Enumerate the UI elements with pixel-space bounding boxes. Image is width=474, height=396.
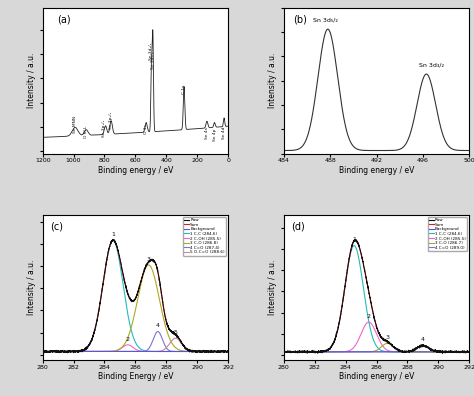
X-axis label: Binding energy / eV: Binding energy / eV (339, 166, 414, 175)
Y-axis label: Intensity / a.u.: Intensity / a.u. (268, 53, 277, 109)
Text: (d): (d) (291, 221, 305, 231)
Text: Sn MNN: Sn MNN (73, 116, 77, 133)
Y-axis label: Intensity / a.u.: Intensity / a.u. (268, 260, 277, 315)
Legend: Raw, Sum, Background, 1 C-C (284.6), 2 C-OH (285.5), 3 C-O (286.8), 4 C=O (287.4: Raw, Sum, Background, 1 C-C (284.6), 2 C… (182, 217, 226, 256)
Text: 3: 3 (385, 335, 389, 340)
Text: 3: 3 (146, 257, 151, 262)
Text: Sn 3p₁/₂: Sn 3p₁/₂ (102, 119, 107, 137)
Text: Sn 3d₃/₂: Sn 3d₃/₂ (149, 43, 154, 60)
Text: Sn 3d₃/₂: Sn 3d₃/₂ (419, 63, 444, 67)
Text: (a): (a) (57, 15, 71, 25)
Text: 2: 2 (126, 337, 130, 341)
Text: Sn 3d₅/₂: Sn 3d₅/₂ (313, 17, 338, 23)
Text: (c): (c) (50, 221, 63, 231)
X-axis label: Binding energy / eV: Binding energy / eV (98, 166, 173, 175)
X-axis label: Binding Energy / eV: Binding Energy / eV (98, 372, 173, 381)
Text: Sn 4s: Sn 4s (205, 127, 209, 139)
Text: 1: 1 (352, 238, 356, 242)
Y-axis label: Intensity / a.u.: Intensity / a.u. (27, 260, 36, 315)
Text: 5: 5 (173, 330, 178, 335)
Y-axis label: Intensity / a.u.: Intensity / a.u. (27, 53, 36, 109)
Text: O KLL: O KLL (84, 126, 88, 138)
Text: (b): (b) (293, 15, 307, 25)
Text: 2: 2 (367, 314, 371, 319)
Text: Sn 4p: Sn 4p (212, 129, 217, 141)
X-axis label: Binding energy / eV: Binding energy / eV (339, 372, 414, 381)
Text: C 1s: C 1s (182, 85, 186, 94)
Text: Sn 3d₅/₂: Sn 3d₅/₂ (151, 51, 155, 69)
Text: 4: 4 (156, 323, 160, 328)
Text: Sn 4d: Sn 4d (222, 126, 226, 139)
Text: O 1s: O 1s (144, 124, 148, 134)
Text: Sn 3p₃/₂: Sn 3p₃/₂ (109, 112, 113, 129)
Text: 1: 1 (111, 232, 115, 237)
Legend: Raw, Sum, Background, 1 C-C (284.6), 2 C-OH (285.5), 3 C-O (286.7), 4 C=O (289.0: Raw, Sum, Background, 1 C-C (284.6), 2 C… (428, 217, 467, 251)
Text: 4: 4 (421, 337, 425, 342)
